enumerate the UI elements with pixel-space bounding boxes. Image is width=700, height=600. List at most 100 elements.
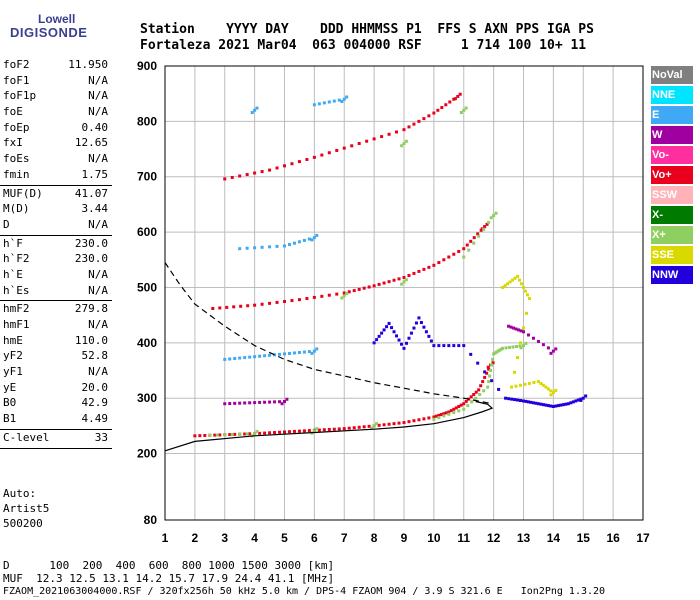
echo-point [275,166,279,170]
echo-point [485,222,489,226]
echo-point [322,428,326,432]
x-tick-label: 17 [636,531,650,545]
echo-point [283,299,286,303]
echo-point [372,137,376,141]
echo-point [253,401,257,405]
echo-point [387,132,391,136]
echo-point [283,430,286,434]
echo-point [440,106,444,110]
echo-point [561,403,565,407]
echo-point [581,396,585,400]
echo-point [245,173,249,177]
param-row: foEp 0.40 [0,121,112,137]
echo-point [476,232,480,236]
echo-point [477,388,481,392]
echo-point [382,328,386,332]
echo-point [520,282,524,286]
param-row: foF1p N/A [0,89,112,105]
echo-point [317,102,321,106]
echo-point [253,171,257,175]
echo-point [248,355,252,359]
echo-point [474,390,478,394]
echo-point [203,433,207,437]
echo-point [472,236,476,240]
echo-point [549,404,553,408]
echo-point [312,103,316,107]
echo-point [340,296,344,300]
param-row: M(D) 3.44 [0,202,112,218]
x-tick-label: 16 [606,531,620,545]
echo-point [392,330,396,334]
echo-point [228,402,232,406]
echo-point [292,241,296,245]
echo-point [317,428,321,432]
param-name: h`F [3,236,23,250]
echo-point [551,405,555,408]
param-name: B0 [3,396,17,410]
echo-point [387,280,391,284]
echo-point [437,261,441,265]
echo-point [462,407,466,411]
param-row: yE 20.0 [0,381,112,397]
echo-point [322,101,326,105]
param-value: 20.0 [81,380,109,394]
echo-point [228,357,232,361]
y-tick-label: 200 [137,447,157,461]
echo-point [534,401,538,405]
x-tick-label: 12 [487,531,501,545]
echo-point [372,341,376,345]
echo-point [232,305,236,309]
echo-point [511,345,515,349]
param-row: hmF1 N/A [0,318,112,334]
echo-point [230,432,234,436]
echo-point [490,379,494,383]
echo-point [546,346,550,350]
param-value: 279.8 [74,302,108,316]
parameter-panel: foF2 11.950 foF1 N/A foF1p N/A foE N/A foEp 0.40 f… [0,58,112,450]
legend-item: W [651,126,693,144]
echo-point [442,414,446,418]
x-tick-label: 4 [251,531,258,545]
echo-point [504,346,508,350]
echo-point [546,387,550,391]
echo-point [260,245,264,249]
echo-point [442,412,446,416]
echo-point [465,243,469,247]
echo-point [375,338,379,342]
param-value: 230.0 [74,236,108,250]
echo-point [365,139,369,143]
echo-point [382,281,386,285]
echo-point [469,352,473,356]
echo-point [327,100,331,104]
param-separator [0,428,112,430]
echo-point [275,300,279,304]
echo-point [218,433,222,437]
echo-point [268,301,272,305]
echo-point [519,383,523,387]
echo-point [245,432,249,436]
echo-point [511,278,515,282]
echo-point [559,403,563,407]
echo-point [447,410,451,414]
param-separator [0,234,112,236]
echo-point [193,434,197,438]
echo-point [517,328,521,332]
echo-point [549,389,553,393]
echo-point [258,400,262,404]
echo-point [283,244,286,248]
param-name: M(D) [3,202,30,216]
echo-point [372,424,376,428]
echo-point [571,400,575,404]
echo-point [253,246,257,250]
param-row: fxI 12.65 [0,136,112,152]
echo-point [228,433,232,437]
echo-point [462,344,466,348]
param-value: 52.8 [81,349,109,363]
echo-point [268,353,272,357]
echo-point [273,400,277,404]
echo-point [457,344,461,348]
echo-point [554,388,558,392]
plot-frame [164,65,644,521]
echo-point [345,292,349,296]
